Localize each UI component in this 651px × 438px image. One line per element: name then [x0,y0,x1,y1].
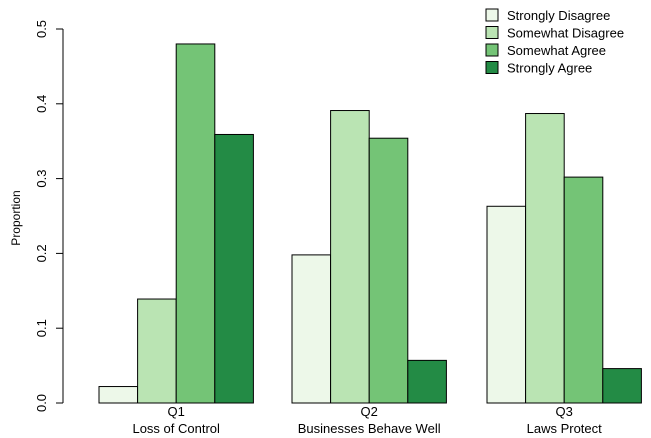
bar-q1-1 [137,298,177,404]
y-axis: 0.0 0.1 0.2 0.3 0.4 0.5 [34,20,64,412]
legend-label: Strongly Disagree [507,8,610,23]
bar-q2-2 [368,137,409,404]
category-code-label: Q1 [168,404,185,419]
category-name-label: Laws Protect [527,421,603,436]
bar-q3-3 [602,368,642,404]
legend-label: Strongly Agree [507,61,592,76]
legend: Strongly Disagree Somewhat Disagree Somewh… [485,8,624,76]
bar-q2-0 [291,254,332,404]
y-tick-label: 0.1 [34,319,49,337]
y-tick-label: 0.3 [34,170,49,188]
legend-swatch [485,43,499,57]
category-name-label: Loss of Control [132,421,220,436]
bar-q1-0 [98,386,139,404]
category-code-label: Q3 [556,404,573,419]
y-tick-label: 0.2 [34,244,49,262]
category-labels: Q1 Loss of Control Q2 Businesses Behave Wel… [132,404,602,436]
category-code-label: Q2 [361,404,378,419]
y-tick-label: 0.0 [34,394,49,412]
legend-label: Somewhat Disagree [507,26,624,41]
bar-q2-1 [330,110,370,404]
bar-q3-2 [563,176,604,404]
y-axis-title: Proportion [9,190,23,245]
legend-swatch [485,8,499,22]
bars-group [98,43,642,404]
bar-q1-2 [175,43,216,404]
bar-q3-0 [486,205,527,404]
legend-swatch [485,26,499,39]
y-tick-label: 0.4 [34,95,49,113]
legend-swatch [485,61,499,74]
y-tick-label: 0.5 [34,20,49,38]
bar-q2-3 [407,359,447,404]
category-name-label: Businesses Behave Well [298,421,441,436]
legend-label: Somewhat Agree [507,43,606,58]
bar-q1-3 [214,133,254,404]
bar-q3-1 [525,113,565,404]
